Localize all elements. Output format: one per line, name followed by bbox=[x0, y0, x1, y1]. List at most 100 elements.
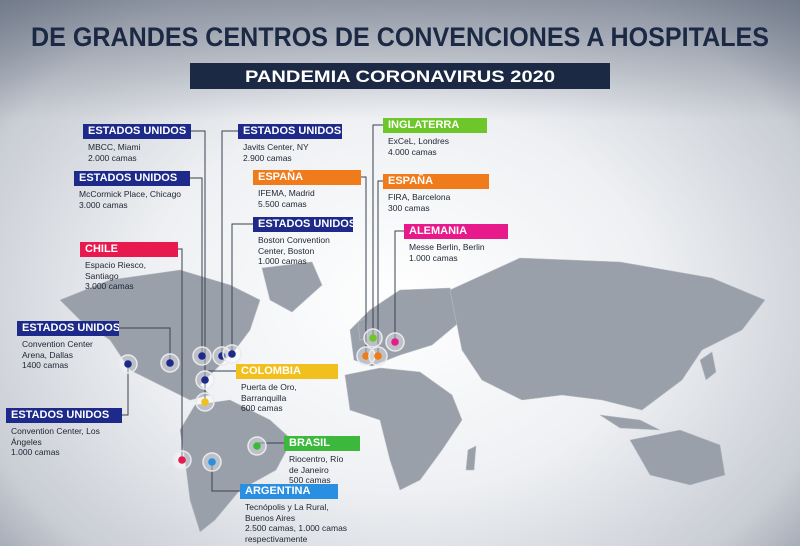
venue: Espacio Riesco, Santiago bbox=[85, 260, 146, 281]
leader-line bbox=[377, 180, 383, 356]
venue: Convention Center, Los Ángeles bbox=[11, 426, 100, 447]
callout-info: Tecnópolis y La Rural, Buenos Aires 2.500… bbox=[240, 499, 368, 544]
leader-line bbox=[394, 230, 404, 342]
callout-info: Boston Convention Center, Boston 1.000 ca… bbox=[253, 232, 383, 267]
country-label: CHILE bbox=[80, 242, 178, 257]
top-shade bbox=[0, 0, 800, 120]
leader-line bbox=[221, 130, 238, 356]
dot bbox=[201, 398, 209, 406]
dot bbox=[369, 334, 377, 342]
callout-info: Puerta de Oro, Barranquilla 600 camas bbox=[236, 379, 368, 414]
callout-info: McCormick Place, Chicago 3.000 camas bbox=[74, 186, 220, 210]
north-america bbox=[59, 269, 261, 401]
country-label: INGLATERRA bbox=[383, 118, 487, 133]
callout: BRASIL Riocentro, Río de Janeiro 500 camas bbox=[284, 436, 390, 486]
venue: IFEMA, Madrid bbox=[258, 188, 315, 198]
beds: 3.000 camas bbox=[79, 199, 128, 210]
venue: Javits Center, NY bbox=[243, 142, 309, 152]
country-label: ESPAÑA bbox=[383, 174, 489, 189]
title: DE GRANDES CENTROS DE CONVENCIONES A HOS… bbox=[31, 22, 769, 52]
africa bbox=[344, 367, 463, 491]
australia bbox=[629, 429, 726, 486]
callout-info: FIRA, Barcelona 300 camas bbox=[383, 189, 519, 213]
beds: 4.000 camas bbox=[388, 146, 437, 157]
callout-info: Javits Center, NY 2.900 camas bbox=[238, 139, 372, 163]
callout: CHILE Espacio Riesco, Santiago 3.000 camas bbox=[80, 242, 208, 292]
callout: ESTADOS UNIDOS McCormick Place, Chicago 3.… bbox=[74, 171, 220, 210]
venue: Boston Convention Center, Boston bbox=[258, 235, 330, 256]
callout: ALEMANIA Messe Berlin, Berlin 1.000 camas bbox=[404, 224, 538, 263]
dot bbox=[253, 442, 261, 450]
beds: 5.500 camas bbox=[258, 198, 307, 209]
callout: ESPAÑA FIRA, Barcelona 300 camas bbox=[383, 174, 519, 213]
greenland bbox=[261, 261, 323, 313]
callout-info: Messe Berlin, Berlin 1.000 camas bbox=[404, 239, 538, 263]
leader-line bbox=[190, 177, 203, 356]
beds: 1.000 camas bbox=[11, 447, 60, 457]
indonesia bbox=[599, 414, 661, 431]
country-label: COLOMBIA bbox=[236, 364, 338, 379]
beds: 2.900 camas bbox=[243, 152, 292, 163]
beds: 500 camas bbox=[289, 475, 331, 485]
callout: COLOMBIA Puerta de Oro, Barranquilla 600 c… bbox=[236, 364, 368, 414]
callout-info: Convention Center Arena, Dallas 1400 cama… bbox=[17, 336, 149, 371]
venue: Tecnópolis y La Rural, Buenos Aires bbox=[245, 502, 329, 523]
venue: Convention Center Arena, Dallas bbox=[22, 339, 93, 360]
country-label: ESTADOS UNIDOS bbox=[74, 171, 190, 186]
dot bbox=[124, 360, 132, 368]
dot bbox=[166, 359, 174, 367]
country-label: ESTADOS UNIDOS bbox=[17, 321, 119, 336]
venue: ExCeL, Londres bbox=[388, 136, 449, 146]
dot bbox=[374, 352, 382, 360]
venue: MBCC, Miami bbox=[88, 142, 141, 152]
callout: ESTADOS UNIDOS MBCC, Miami 2.000 camas bbox=[83, 124, 221, 163]
dot bbox=[391, 338, 399, 346]
beds: 1.000 camas bbox=[409, 252, 458, 263]
callout: ESPAÑA IFEMA, Madrid 5.500 camas bbox=[253, 170, 391, 209]
asia bbox=[449, 257, 766, 411]
world-map bbox=[59, 257, 766, 533]
callout: ARGENTINA Tecnópolis y La Rural, Buenos A… bbox=[240, 484, 368, 544]
callout-info: MBCC, Miami 2.000 camas bbox=[83, 139, 221, 163]
callout-info: Convention Center, Los Ángeles 1.000 cama… bbox=[6, 423, 152, 458]
venue: McCormick Place, Chicago bbox=[79, 189, 182, 199]
country-label: ESTADOS UNIDOS bbox=[253, 217, 353, 232]
dot bbox=[201, 376, 209, 384]
madagascar bbox=[465, 445, 477, 471]
country-label: ESTADOS UNIDOS bbox=[238, 124, 342, 139]
leader-line bbox=[122, 364, 129, 416]
japan bbox=[699, 351, 717, 381]
country-label: ESTADOS UNIDOS bbox=[83, 124, 191, 139]
beds: 2.500 camas, 1.000 camas respectivamente bbox=[245, 523, 348, 544]
country-label: ESPAÑA bbox=[253, 170, 361, 185]
location-dots bbox=[118, 328, 405, 472]
venue: Puerta de Oro, Barranquilla bbox=[241, 382, 297, 403]
dot bbox=[198, 352, 206, 360]
country-label: ALEMANIA bbox=[404, 224, 508, 239]
callout: INGLATERRA ExCeL, Londres 4.000 camas bbox=[383, 118, 517, 157]
beds: 600 camas bbox=[241, 403, 283, 413]
dot bbox=[178, 456, 186, 464]
dot bbox=[362, 352, 370, 360]
venue: Messe Berlin, Berlin bbox=[409, 242, 485, 252]
subtitle: PANDEMIA CORONAVIRUS 2020 bbox=[245, 67, 555, 86]
beds: 300 camas bbox=[388, 202, 430, 213]
venue: Riocentro, Río de Janeiro bbox=[289, 454, 344, 475]
country-label: ARGENTINA bbox=[240, 484, 338, 499]
leader-line bbox=[361, 176, 367, 356]
subtitle-band bbox=[190, 63, 610, 89]
beds: 1.000 camas bbox=[258, 256, 307, 266]
country-label: BRASIL bbox=[284, 436, 360, 451]
dot bbox=[228, 350, 236, 358]
leader-line bbox=[119, 327, 171, 363]
beds: 1400 camas bbox=[22, 360, 69, 370]
leader-line bbox=[231, 223, 253, 354]
country-label: ESTADOS UNIDOS bbox=[6, 408, 122, 423]
leader-line bbox=[178, 248, 183, 460]
callout: ESTADOS UNIDOS Javits Center, NY 2.900 cam… bbox=[238, 124, 372, 163]
dot bbox=[208, 458, 216, 466]
leader-line bbox=[372, 124, 383, 338]
callout-info: Espacio Riesco, Santiago 3.000 camas bbox=[80, 257, 208, 292]
